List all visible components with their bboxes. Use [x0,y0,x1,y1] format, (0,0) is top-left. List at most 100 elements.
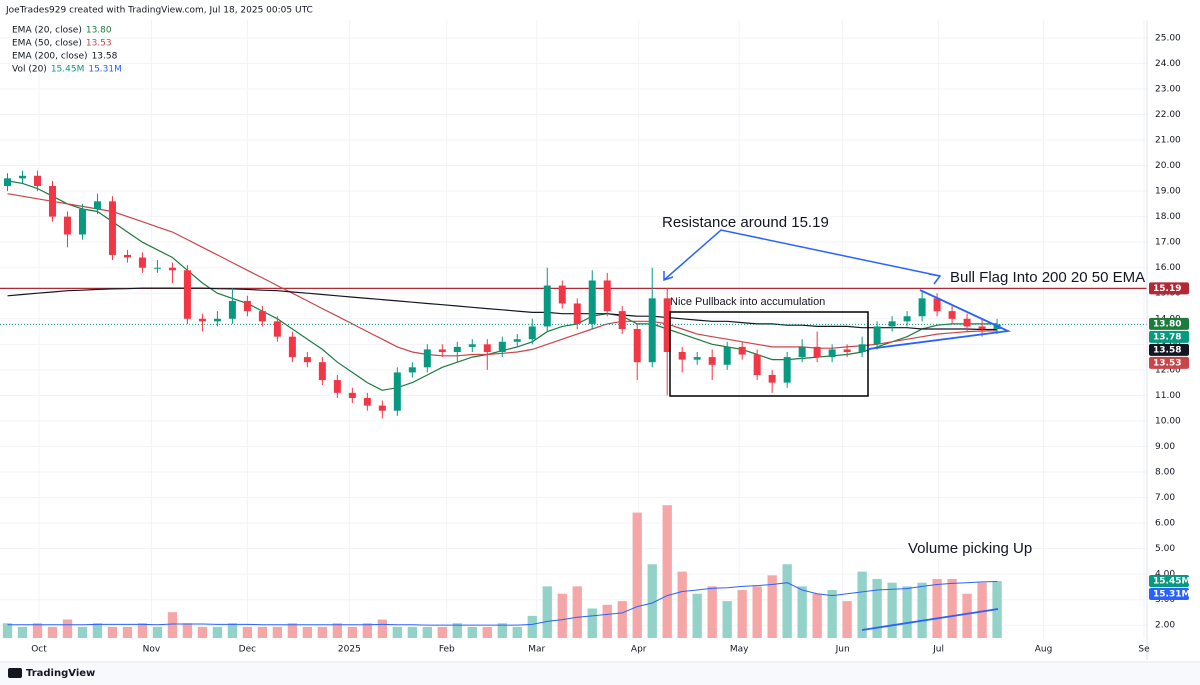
y-tick-label: 5.00 [1155,544,1175,554]
candle-body [408,367,416,373]
candle-body [63,216,71,235]
ema-line [7,287,998,331]
volume-bar [932,578,942,638]
volume-bar [947,578,957,638]
volume-bar [602,604,612,638]
price-tag [1149,282,1189,295]
price-tag-label: 13.78 [1153,332,1181,342]
logo-icon [8,668,22,678]
price-tag [1149,575,1189,588]
price-tag-label: 15.19 [1153,284,1181,294]
legend-value: 15.31M [88,65,122,75]
candle-body [153,267,161,269]
volume-bar [32,623,43,638]
volume-bar [617,601,627,638]
volume-bar [857,571,867,638]
volume-bar [77,626,88,638]
y-tick-label: 23.00 [1155,84,1181,94]
volume-bar [152,626,163,638]
candle-body [783,357,791,383]
candle-body [228,300,236,319]
candle-body [843,349,851,352]
volume-bar [542,586,552,638]
volume-bar [257,626,268,638]
annotation: Bull Flag Into 200 20 50 EMA [950,269,1145,286]
price-tag-label: 13.58 [1153,345,1181,355]
volume-pane [2,505,1002,638]
y-tick-label: 11.00 [1155,391,1181,401]
volume-bar [527,615,537,638]
candle-body [483,344,491,352]
y-tick-label: 22.00 [1155,110,1181,120]
candle-body [918,298,926,317]
volume-bar [647,564,657,638]
legend-value: 15.45M [51,65,85,75]
x-tick-label: Dec [239,645,256,655]
volume-bar [587,608,597,638]
volume-bar [572,586,582,638]
price-tag [1149,330,1189,343]
volume-bar [677,571,687,638]
candle-body [108,201,116,255]
volume-ma [7,581,998,626]
candle-body [933,298,941,312]
legend-name: EMA (50, close) [12,39,82,49]
volume-bar [707,586,717,638]
x-tick-label: Feb [439,645,455,655]
volume-bar [887,582,897,638]
candle-body [678,351,686,360]
volume-bar [812,593,822,638]
resistance-arrow [663,229,941,281]
volume-bar [752,586,762,638]
volume-bar [737,590,747,638]
volume-bar [347,626,357,638]
candle-body [378,405,386,411]
candle-body [33,175,41,186]
candle-body [438,349,446,352]
volume-bar [107,626,118,638]
volume-bar [722,601,732,638]
x-tick-label: Se [1138,645,1150,655]
volume-bar [212,626,223,638]
price-tag-label: 13.53 [1153,358,1181,368]
volume-bar [362,623,372,638]
y-tick-label: 10.00 [1155,416,1181,426]
candle-body [78,208,86,235]
candle-body [333,380,341,393]
volume-bar [632,512,642,638]
grid [0,20,1147,638]
volume-bar [692,593,702,638]
candle-body [138,257,146,268]
y-tick-label: 16.00 [1155,263,1181,273]
price-tag-label: 15.45M [1153,577,1190,587]
bull-flag [867,289,1012,350]
axis: 2.00 3.00 4.00 5.00 6.00 7.00 8.00 9.00 10.00 11.… [31,33,1190,654]
volume-bar [272,626,283,638]
volume-bar [422,626,432,638]
drawings [663,229,1012,631]
y-tick-label: 25.00 [1155,33,1181,43]
volume-bar [167,612,178,638]
x-tick-label: Nov [143,645,161,655]
x-tick-label: 2025 [338,645,361,655]
y-tick-label: 21.00 [1155,136,1181,146]
y-tick-label: 2.00 [1155,621,1175,631]
candle-body [168,267,176,271]
volume-bar [872,578,882,638]
price-tag [1149,588,1189,601]
volume-bar [917,582,927,638]
legend: EMA (20, close) 13.80 EMA (50, close) 13.53… [12,26,122,75]
x-tick-label: Aug [1035,645,1053,655]
volume-bar [842,601,852,638]
volume-bar [977,582,987,638]
candle-body [573,303,581,324]
candle-body [543,285,551,327]
volume-bar [332,623,343,638]
arrow-head [663,271,674,282]
candle-body [723,346,731,365]
y-tick-label: 24.00 [1155,59,1181,69]
volume-bar [2,623,13,638]
brand: TradingView [26,668,95,679]
candle-body [303,357,311,363]
candle-body [93,201,101,209]
